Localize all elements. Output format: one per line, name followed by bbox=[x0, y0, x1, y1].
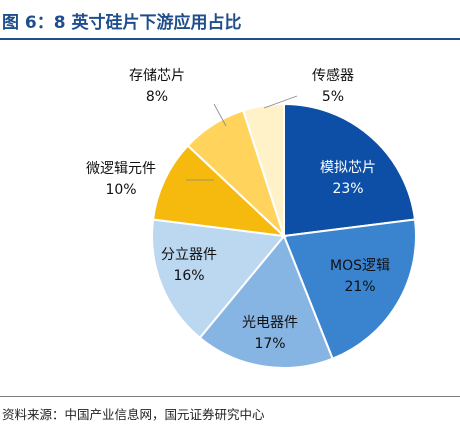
slice-value-1: 23% bbox=[332, 181, 363, 197]
slice-label-2: MOS逻辑 bbox=[330, 258, 390, 274]
leader-lines bbox=[186, 95, 298, 181]
slice-label-5: 微逻辑元件 bbox=[86, 161, 156, 177]
slice-value-4: 16% bbox=[173, 268, 204, 284]
slice-4 bbox=[151, 218, 286, 340]
slice-value-7: 5% bbox=[322, 89, 344, 105]
slice-5 bbox=[151, 144, 287, 238]
slice-value-5: 10% bbox=[105, 182, 136, 198]
slice-3 bbox=[198, 234, 334, 369]
source-divider bbox=[0, 396, 460, 397]
slice-value-2: 21% bbox=[344, 279, 375, 295]
title-bar: 图 6：8 英寸硅片下游应用占比 bbox=[0, 0, 460, 40]
source-note: 资料来源：中国产业信息网，国元证券研究中心 bbox=[2, 407, 265, 422]
leader-line-7 bbox=[263, 95, 298, 109]
slice-7 bbox=[241, 102, 285, 237]
pie-chart: 模拟芯片 23% MOS逻辑 21% 光电器件 17% 分立器件 16% 微逻辑元件 10% 存储芯… bbox=[86, 67, 417, 369]
pie-slices bbox=[151, 102, 417, 369]
slice-labels: 模拟芯片 23% MOS逻辑 21% 光电器件 17% 分立器件 16% 微逻辑元件 10% 存储芯… bbox=[86, 67, 390, 352]
leader-line-6 bbox=[213, 103, 227, 127]
slice-1 bbox=[283, 102, 417, 238]
slice-value-6: 8% bbox=[146, 89, 168, 105]
slice-label-3: 光电器件 bbox=[242, 315, 298, 331]
slice-label-6: 存储芯片 bbox=[129, 68, 185, 84]
slice-label-4: 分立器件 bbox=[161, 247, 217, 263]
slice-value-3: 17% bbox=[254, 336, 285, 352]
slice-label-7: 传感器 bbox=[312, 67, 354, 84]
slice-label-1: 模拟芯片 bbox=[320, 160, 376, 176]
chart-title: 图 6：8 英寸硅片下游应用占比 bbox=[2, 13, 242, 33]
title-underline bbox=[0, 38, 460, 40]
slice-2 bbox=[282, 218, 417, 361]
